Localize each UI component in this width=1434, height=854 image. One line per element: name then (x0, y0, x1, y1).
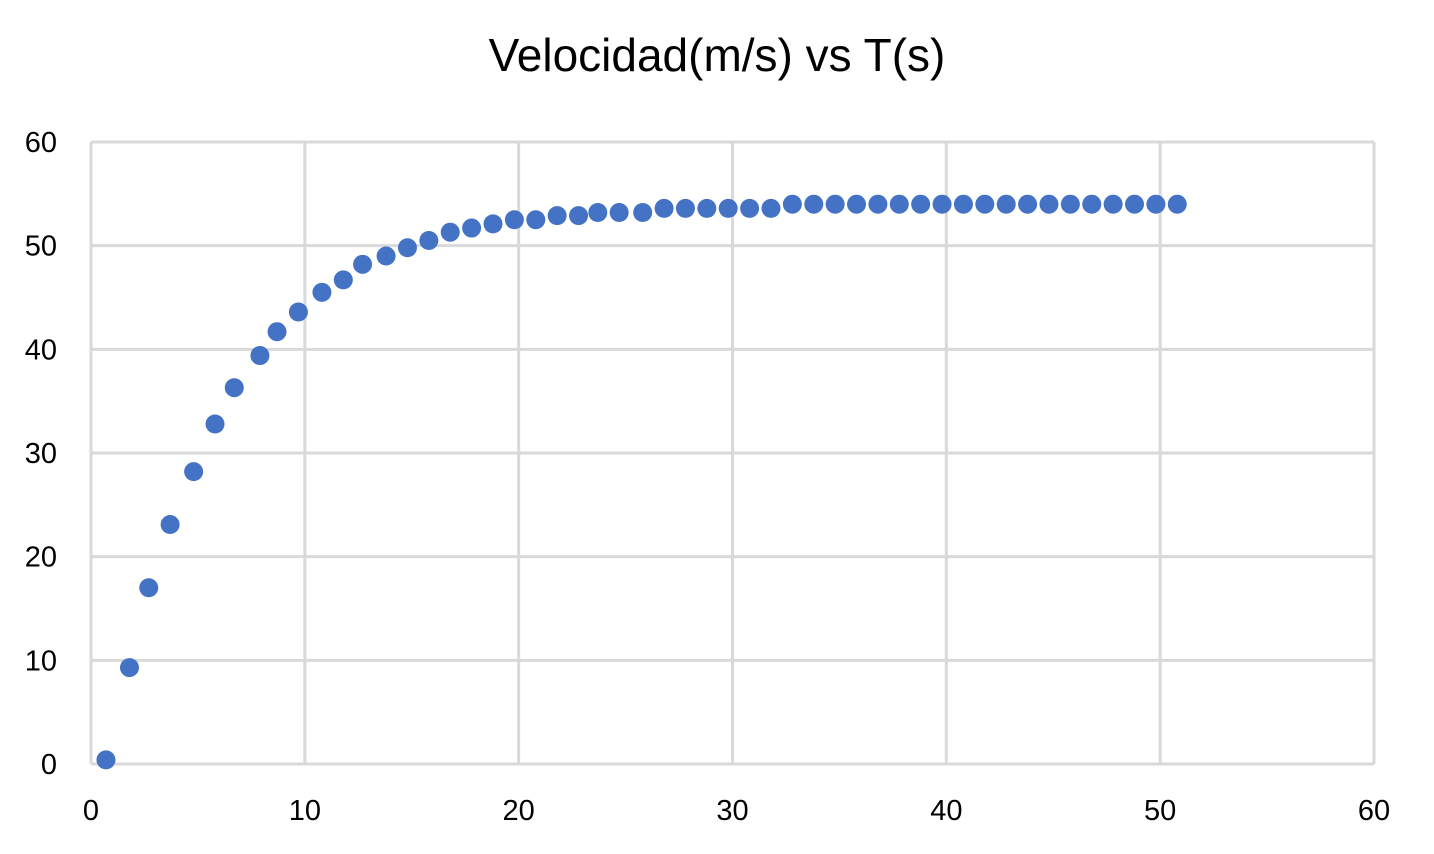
y-tick-label: 10 (25, 645, 57, 677)
x-tick-label: 50 (1144, 795, 1176, 827)
data-point (932, 194, 952, 214)
data-point (483, 214, 503, 234)
data-point (224, 378, 244, 398)
data-point (911, 194, 931, 214)
y-tick-label: 30 (25, 438, 57, 470)
data-point (397, 238, 417, 258)
data-point (569, 206, 589, 226)
data-point (205, 414, 225, 434)
data-point (825, 194, 845, 214)
data-point (847, 194, 867, 214)
data-point (250, 346, 270, 366)
data-point (1125, 194, 1145, 214)
data-point (588, 202, 608, 222)
data-point (160, 515, 180, 535)
data-point (333, 270, 353, 290)
y-tick-label: 40 (25, 334, 57, 366)
x-tick-label: 0 (83, 795, 99, 827)
data-point (139, 578, 159, 598)
chart-title: Velocidad(m/s) vs T(s) (488, 29, 946, 81)
x-tick-label: 30 (716, 795, 748, 827)
data-point (633, 202, 653, 222)
y-tick-label: 50 (25, 231, 57, 263)
data-point (526, 210, 546, 230)
data-point (288, 302, 308, 322)
data-point (353, 254, 373, 274)
data-point (462, 218, 482, 238)
data-points (96, 194, 1187, 770)
y-axis-tick-labels: 0 10 20 30 40 50 60 (25, 127, 57, 781)
data-point (975, 194, 995, 214)
y-tick-label: 60 (25, 127, 57, 159)
x-tick-label: 60 (1358, 795, 1390, 827)
data-point (868, 194, 888, 214)
y-tick-label: 20 (25, 542, 57, 574)
grid (89, 140, 1376, 766)
data-point (184, 462, 204, 482)
data-point (376, 246, 396, 266)
data-point (1018, 194, 1038, 214)
data-point (1103, 194, 1123, 214)
x-tick-label: 20 (503, 795, 535, 827)
data-point (1060, 194, 1080, 214)
data-point (740, 198, 760, 218)
x-axis-tick-labels: 0 10 20 30 40 50 60 (83, 795, 1390, 827)
data-point (440, 222, 460, 242)
y-tick-label: 0 (41, 749, 57, 781)
data-point (697, 198, 717, 218)
data-point (782, 194, 802, 214)
data-point (654, 198, 674, 218)
data-point (1146, 194, 1166, 214)
data-point (1082, 194, 1102, 214)
data-point (996, 194, 1016, 214)
data-point (419, 230, 439, 250)
data-point (504, 210, 524, 230)
x-tick-label: 10 (289, 795, 321, 827)
x-tick-label: 40 (930, 795, 962, 827)
data-point (1167, 194, 1187, 214)
data-point (761, 198, 781, 218)
data-point (96, 750, 116, 770)
data-point (804, 194, 824, 214)
data-point (1039, 194, 1059, 214)
data-point (267, 322, 287, 342)
data-point (312, 282, 332, 302)
data-point (675, 198, 695, 218)
data-point (953, 194, 973, 214)
data-point (119, 658, 139, 678)
data-point (609, 202, 629, 222)
data-point (889, 194, 909, 214)
data-point (547, 206, 567, 226)
data-point (718, 198, 738, 218)
